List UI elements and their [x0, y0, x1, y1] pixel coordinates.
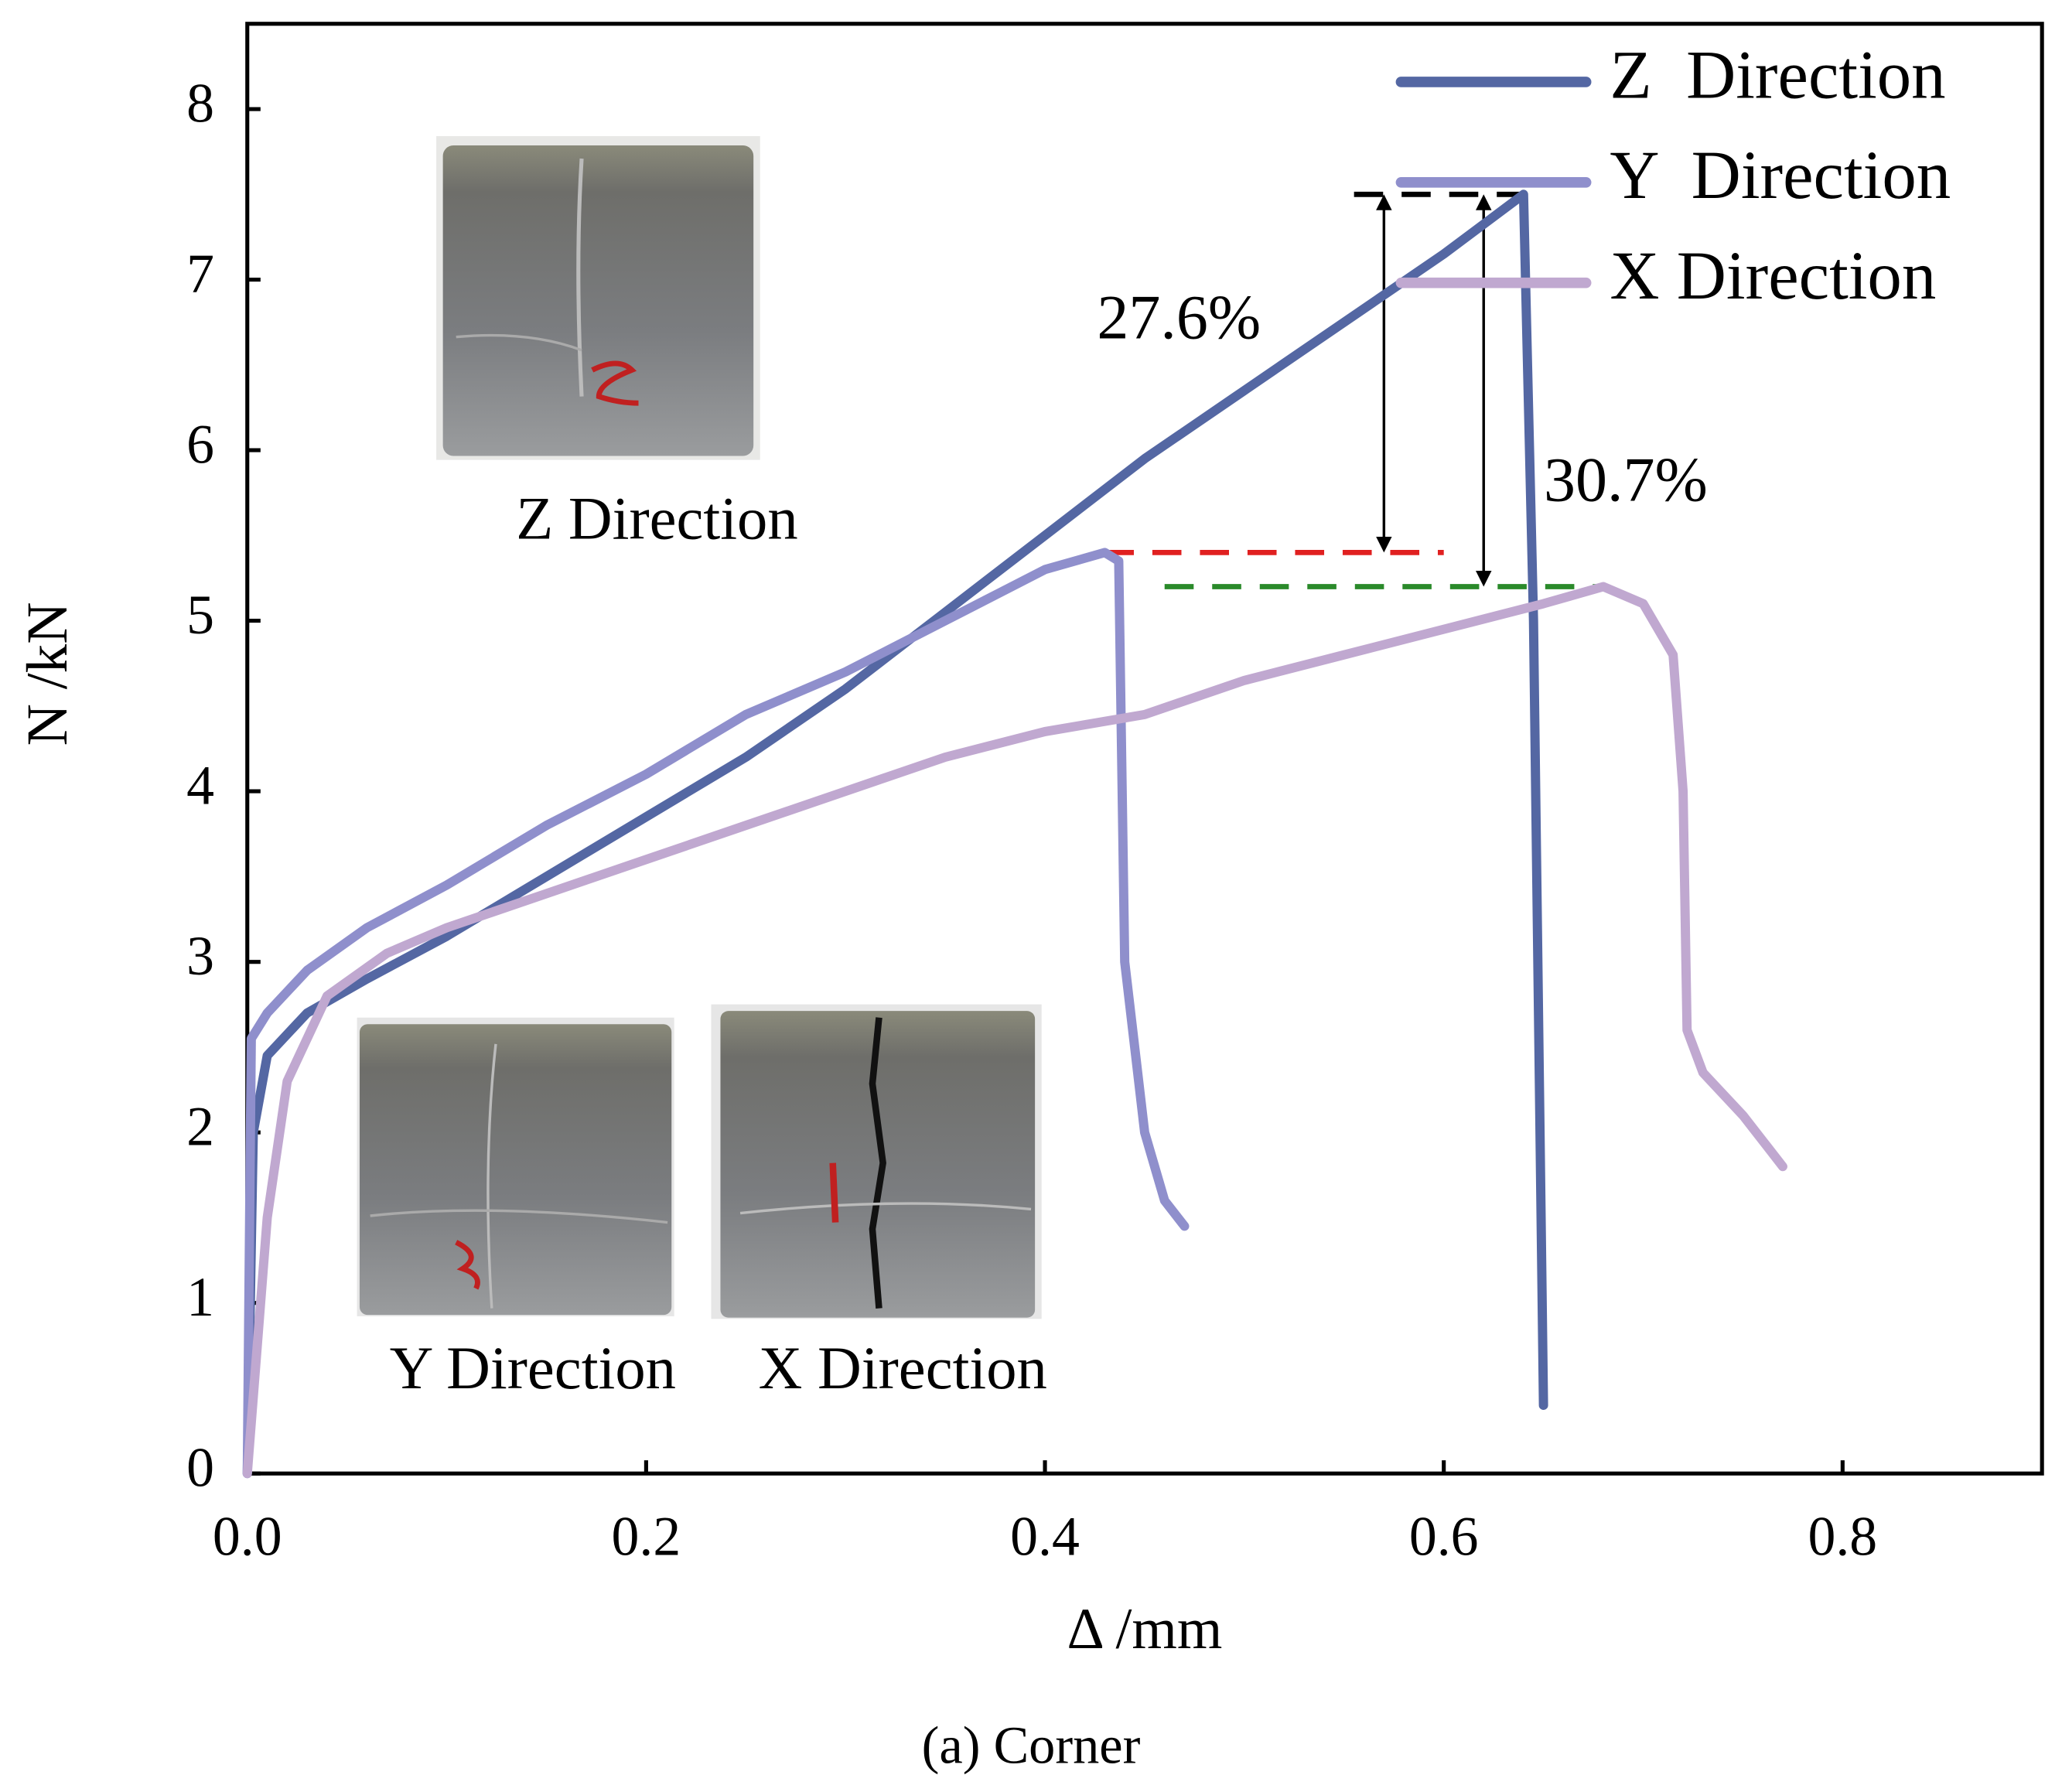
- y-tick-label: 2: [186, 1096, 214, 1158]
- x-tick-label: 0.2: [612, 1506, 681, 1568]
- annotation: 30.7%: [1544, 445, 1708, 515]
- plot-frame: [245, 22, 2044, 1476]
- legend-label: Z Direction: [1610, 37, 1945, 113]
- photo-label: X Direction: [759, 1335, 1047, 1402]
- x-tick-label: 0.0: [213, 1506, 282, 1568]
- x-tick-label: 0.6: [1409, 1506, 1479, 1568]
- x-axis-label: Δ /mm: [1067, 1597, 1223, 1661]
- y-axis-label: N /kN: [15, 602, 80, 746]
- y-tick-label: 7: [186, 243, 214, 305]
- y-tick-label: 1: [186, 1266, 214, 1328]
- data-line: [242, 548, 1190, 1479]
- photo-label: Y Direction: [390, 1335, 676, 1402]
- annotation: 27.6%: [1097, 282, 1261, 352]
- data-line: [242, 189, 1548, 1479]
- photo-label: Z Direction: [516, 485, 797, 552]
- caption: (a) Corner: [922, 1716, 1141, 1775]
- y-tick-label: 4: [186, 755, 214, 817]
- photo-z: [436, 135, 760, 460]
- photo-y: [357, 1017, 674, 1316]
- photo-x: [711, 1004, 1042, 1319]
- y-tick-label: 5: [186, 584, 214, 646]
- legend-label: Y Direction: [1610, 138, 1951, 213]
- data-line: [242, 582, 1787, 1479]
- y-tick-label: 6: [186, 414, 214, 476]
- x-tick-label: 0.4: [1010, 1506, 1080, 1568]
- y-tick-label: 8: [186, 72, 214, 134]
- y-tick-label: 0: [186, 1437, 214, 1499]
- legend-label: X Direction: [1610, 238, 1936, 314]
- y-tick-label: 3: [186, 925, 214, 987]
- x-tick-label: 0.8: [1808, 1506, 1877, 1568]
